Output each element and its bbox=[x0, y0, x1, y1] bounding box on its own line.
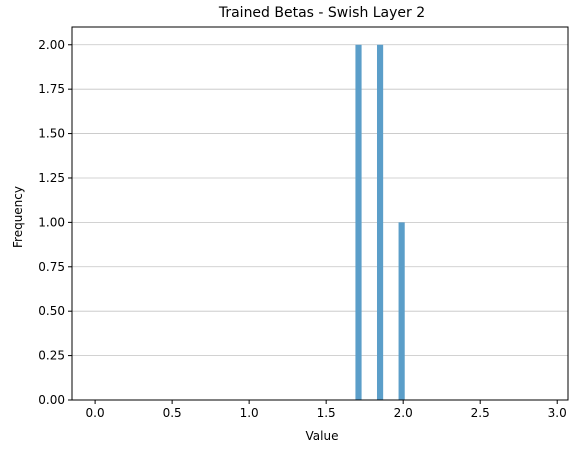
x-tick-label: 1.0 bbox=[240, 406, 259, 420]
y-tick-label: 1.00 bbox=[38, 215, 65, 229]
x-axis-label: Value bbox=[306, 429, 339, 443]
x-tick-label: 3.0 bbox=[548, 406, 567, 420]
chart-title: Trained Betas - Swish Layer 2 bbox=[218, 5, 425, 21]
x-tick-label: 1.5 bbox=[317, 406, 336, 420]
y-tick-label: 0.50 bbox=[38, 304, 65, 318]
histogram-bar bbox=[376, 44, 384, 401]
y-axis-ticks: 0.00 0.25 0.50 0.75 1.00 1.25 1.50 1.75 2.00 bbox=[38, 38, 72, 407]
y-axis-label: Frequency bbox=[11, 186, 25, 248]
histogram-bar bbox=[398, 222, 405, 400]
y-gridlines bbox=[72, 44, 568, 356]
x-tick-label: 2.5 bbox=[471, 406, 490, 420]
x-tick-label: 2.0 bbox=[394, 406, 413, 420]
y-tick-label: 1.75 bbox=[38, 82, 65, 96]
y-tick-label: 0.25 bbox=[38, 349, 65, 363]
histogram-bars bbox=[355, 44, 405, 401]
y-tick-label: 2.00 bbox=[38, 38, 65, 52]
x-tick-label: 0.5 bbox=[163, 406, 182, 420]
y-tick-label: 1.50 bbox=[38, 127, 65, 141]
y-tick-label: 1.25 bbox=[38, 171, 65, 185]
y-tick-label: 0.00 bbox=[38, 393, 65, 407]
histogram-bar bbox=[355, 44, 362, 401]
plot-frame bbox=[71, 26, 569, 401]
x-axis-ticks: 0.0 0.5 1.0 1.5 2.0 2.5 3.0 bbox=[86, 400, 567, 420]
y-tick-label: 0.75 bbox=[38, 260, 65, 274]
x-tick-label: 0.0 bbox=[86, 406, 105, 420]
